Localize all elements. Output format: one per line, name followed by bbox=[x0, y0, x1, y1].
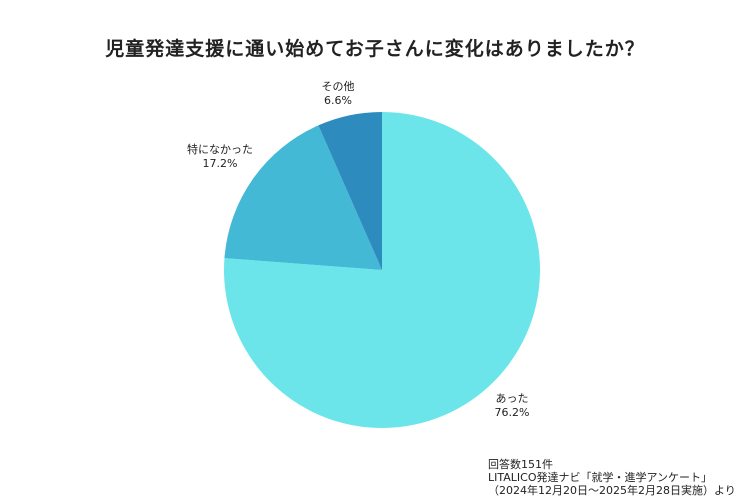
chart-title: 児童発達支援に通い始めてお子さんに変化はありましたか？ bbox=[105, 38, 645, 60]
slice-name-label: あった bbox=[496, 392, 529, 405]
slice-percent-label: 6.6% bbox=[324, 94, 352, 107]
pie-slices bbox=[224, 112, 541, 428]
pie-slice-2 bbox=[224, 125, 382, 270]
pie-slice-1 bbox=[224, 112, 541, 428]
slice-name-label: 特になかった bbox=[187, 142, 253, 156]
source-note: 回答数151件 LITALICO発達ナビ「就学・進学アンケート」 （2024年1… bbox=[488, 458, 736, 497]
pie-slice-3 bbox=[318, 112, 382, 270]
survey-source: LITALICO発達ナビ「就学・進学アンケート」 bbox=[488, 471, 713, 484]
slice-percent-label: 76.2% bbox=[495, 406, 530, 419]
slice-percent-label: 17.2% bbox=[203, 157, 238, 170]
survey-period: （2024年12月20日〜2025年2月28日実施）より bbox=[488, 484, 736, 497]
response-count: 回答数151件 bbox=[488, 458, 553, 471]
slice-name-label: その他 bbox=[322, 80, 355, 93]
